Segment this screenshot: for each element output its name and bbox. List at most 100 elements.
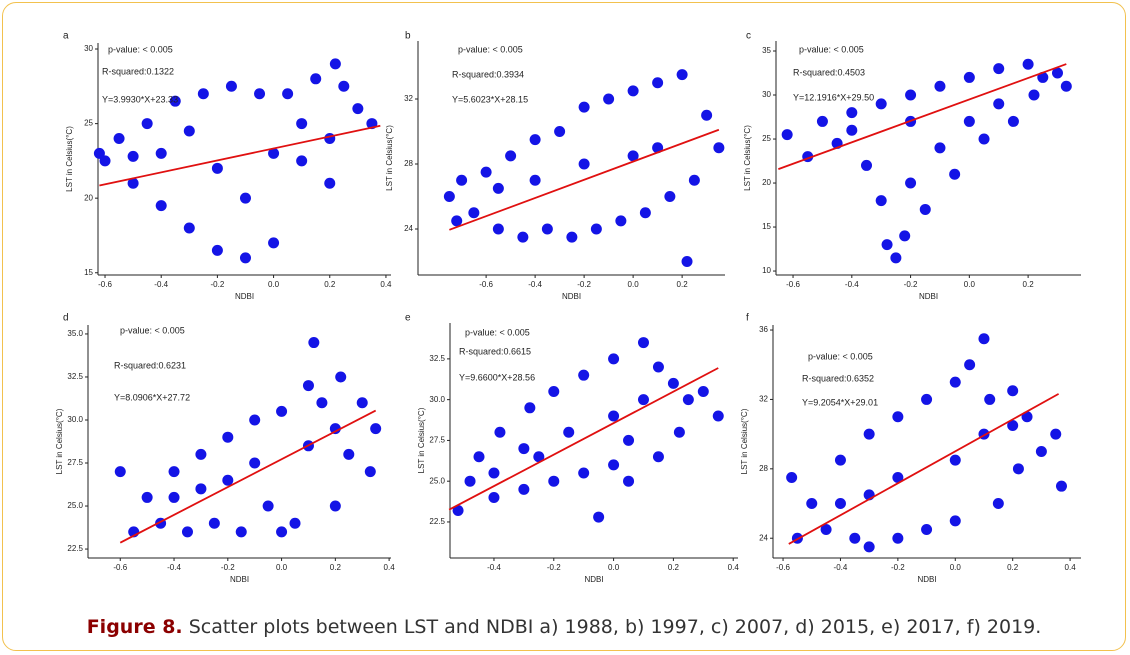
- figure-panels: -0.6 -0.4 -0.2 0.0 0.2 0.4 15 20 25 30 NDBI LST in …: [55, 31, 1081, 584]
- point: [268, 237, 280, 249]
- point: [492, 182, 504, 194]
- point: [548, 385, 560, 397]
- annotation: Y=12.1916*X+29.50: [793, 92, 874, 102]
- point: [222, 474, 234, 486]
- point: [168, 491, 180, 503]
- annotation: Y=9.2054*X+29.01: [802, 397, 878, 407]
- x-tick-label: -0.4: [528, 280, 542, 289]
- x-tick-label: -0.2: [577, 280, 591, 289]
- point: [892, 411, 904, 423]
- point: [921, 393, 933, 405]
- caption-text: Scatter plots between LST and NDBI a) 19…: [188, 616, 1042, 638]
- point: [343, 448, 355, 460]
- y-tick-label: 24: [759, 533, 768, 542]
- point: [1021, 411, 1033, 423]
- point: [608, 410, 620, 422]
- point: [623, 434, 635, 446]
- point: [127, 177, 139, 189]
- point: [518, 483, 530, 495]
- point: [480, 166, 492, 178]
- point: [820, 524, 832, 536]
- point: [524, 402, 536, 414]
- x-tick-label: -0.6: [479, 280, 493, 289]
- point: [1060, 80, 1072, 92]
- point: [518, 443, 530, 455]
- point: [892, 471, 904, 483]
- point: [676, 69, 688, 81]
- points: [93, 58, 378, 264]
- annotation: R-squared:0.4503: [793, 67, 865, 77]
- x-tick-label: 0.4: [380, 280, 392, 289]
- point: [949, 515, 961, 527]
- panel-label: b: [405, 31, 411, 42]
- x-tick-label: 0.4: [384, 563, 396, 572]
- point: [593, 511, 605, 523]
- point: [1035, 445, 1047, 457]
- point: [1012, 463, 1024, 475]
- point: [554, 126, 566, 138]
- point: [155, 147, 167, 159]
- point: [921, 524, 933, 536]
- y-tick-label: 24: [404, 224, 413, 233]
- point: [93, 147, 105, 159]
- point: [608, 459, 620, 471]
- point: [673, 426, 685, 438]
- y-tick-label: 28: [759, 464, 768, 473]
- point: [786, 471, 798, 483]
- y-tick-label: 30: [762, 90, 771, 99]
- point: [563, 426, 575, 438]
- y-axis-title: LST in Celsius(°C): [417, 407, 426, 473]
- point: [1007, 115, 1019, 127]
- points: [443, 69, 725, 268]
- point: [338, 80, 350, 92]
- x-axis-title: NDBI: [230, 575, 249, 584]
- point: [934, 80, 946, 92]
- point: [225, 80, 237, 92]
- y-axis-title: LST in Celsius(°C): [55, 408, 64, 474]
- point: [335, 371, 347, 383]
- point: [637, 394, 649, 406]
- points: [781, 58, 1072, 264]
- point: [781, 129, 793, 141]
- point: [235, 526, 247, 538]
- panel-label: f: [746, 313, 749, 324]
- point: [276, 405, 288, 417]
- point: [249, 414, 261, 426]
- caption: Figure 8. Scatter plots between LST and …: [3, 616, 1125, 638]
- point: [682, 394, 694, 406]
- point: [713, 142, 725, 154]
- y-tick-label: 22.5: [67, 544, 83, 553]
- y-tick-label: 15: [84, 268, 93, 277]
- panel-label: c: [746, 31, 751, 42]
- point: [494, 426, 506, 438]
- point: [548, 475, 560, 487]
- point: [834, 498, 846, 510]
- point: [892, 532, 904, 544]
- y-tick-label: 27.5: [67, 458, 83, 467]
- fit-line: [119, 409, 377, 544]
- point: [352, 103, 364, 115]
- point: [905, 89, 917, 101]
- point: [881, 239, 893, 251]
- point: [364, 466, 376, 478]
- point: [578, 369, 590, 381]
- point: [211, 244, 223, 256]
- y-axis-title: LST in Celsius(°C): [385, 125, 394, 191]
- point: [329, 500, 341, 512]
- x-tick-label: 0.2: [1023, 280, 1035, 289]
- x-axis-title: NDBI: [584, 575, 603, 584]
- annotation: R-squared:0.3934: [452, 69, 524, 79]
- point: [114, 466, 126, 478]
- annotation: R-squared:0.6352: [802, 373, 874, 383]
- annotation: R-squared:0.6615: [459, 346, 531, 356]
- x-axis-title: NDBI: [917, 575, 936, 584]
- point: [183, 222, 195, 234]
- point: [310, 73, 322, 85]
- point: [517, 231, 529, 243]
- x-tick-label: -0.4: [154, 280, 168, 289]
- point: [861, 159, 873, 171]
- point: [456, 174, 468, 186]
- x-tick-label: -0.6: [98, 280, 112, 289]
- point: [890, 252, 902, 264]
- x-tick-label: 0.4: [1065, 563, 1077, 572]
